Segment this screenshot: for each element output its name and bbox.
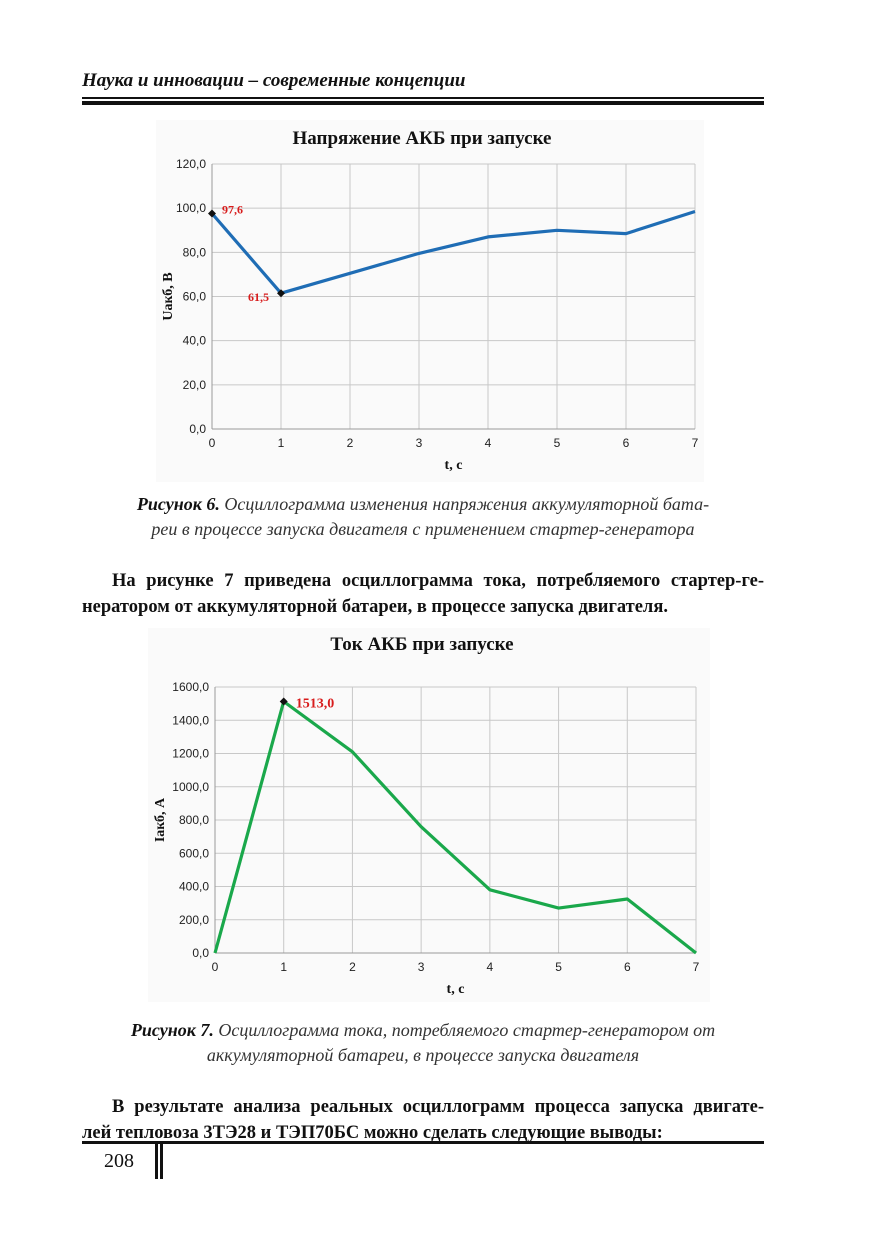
y-tick-label: 0,0 [192, 946, 209, 960]
current-chart: Ток АКБ при запуске 0,0 200,0 400,0 600,0 800… [148, 628, 710, 1002]
paragraph-1-line2: нератором от аккумуляторной батареи, в п… [82, 597, 668, 617]
voltage-chart-svg: Напряжение АКБ при запуске 0,0 20,0 40,0 60,… [161, 128, 699, 473]
x-tick-label: 7 [693, 960, 700, 974]
header-rule-thick [82, 101, 764, 105]
x-tick-label: 0 [209, 436, 216, 450]
y-tick-label: 0,0 [189, 422, 206, 436]
figure-6-caption: Рисунок 6. Осциллограмма изменения напря… [82, 492, 764, 542]
x-tick-label: 1 [280, 960, 287, 974]
y-tick-label: 80,0 [183, 245, 207, 259]
paragraph-2-line1: В результате анализа реальных осциллогра… [112, 1097, 764, 1117]
x-tick-label: 4 [487, 960, 494, 974]
header-rule-thin [82, 97, 764, 99]
running-head: Наука и инновации – современные концепци… [82, 70, 466, 91]
chart-title: Ток АКБ при запуске [330, 634, 513, 655]
paragraph-2-line2: лей тепловоза 3ТЭ28 и ТЭП70БС можно сдел… [82, 1123, 663, 1143]
y-tick-label: 40,0 [183, 334, 207, 348]
data-point-marker [277, 289, 285, 298]
voltage-chart: Напряжение АКБ при запуске 0,0 20,0 40,0 60,… [156, 120, 704, 482]
data-point-marker [208, 209, 216, 218]
x-tick-label: 3 [418, 960, 425, 974]
figure-6-label: Рисунок 6. [136, 494, 220, 514]
footer-bar-left [155, 1143, 158, 1179]
figure-7-text-line1: Осциллограмма тока, потребляемого старте… [213, 1020, 716, 1040]
x-tick-label: 6 [623, 436, 630, 450]
figure-7-label: Рисунок 7. [130, 1020, 214, 1040]
y-tick-label: 1400,0 [172, 713, 209, 727]
x-tick-label: 7 [692, 436, 699, 450]
x-axis-label: t, c [445, 458, 463, 473]
x-axis-label: t, c [447, 982, 465, 997]
y-tick-label: 600,0 [179, 846, 209, 860]
chart-title: Напряжение АКБ при запуске [293, 128, 552, 149]
data-label: 97,6 [222, 202, 243, 216]
paragraph-figure-7-intro: На рисунке 7 приведена осциллограмма ток… [82, 568, 764, 620]
y-tick-label: 800,0 [179, 813, 209, 827]
y-tick-label: 100,0 [176, 201, 206, 215]
x-tick-label: 5 [554, 436, 561, 450]
y-tick-label: 20,0 [183, 378, 207, 392]
x-tick-label: 2 [347, 436, 354, 450]
footer-bar-right [160, 1143, 163, 1179]
series-line [210, 209, 696, 295]
footer-rule [82, 1141, 764, 1144]
data-label: 1513,0 [296, 696, 335, 711]
figure-6-text-line1: Осциллограмма изменения напряжения аккум… [219, 494, 710, 514]
current-chart-svg: Ток АКБ при запуске 0,0 200,0 400,0 600,0 800… [153, 634, 700, 997]
x-tick-label: 5 [555, 960, 562, 974]
x-tick-label: 1 [278, 436, 285, 450]
y-axis-label: Uакб, В [161, 272, 176, 320]
y-tick-label: 1000,0 [172, 780, 209, 794]
paragraph-1-line1: На рисунке 7 приведена осциллограмма ток… [112, 571, 764, 591]
x-tick-label: 2 [349, 960, 356, 974]
series-line [213, 699, 697, 955]
figure-7-text-line2: аккумуляторной батареи, в процессе запус… [206, 1045, 640, 1065]
x-tick-label: 4 [485, 436, 492, 450]
y-tick-label: 1600,0 [172, 680, 209, 694]
page-number: 208 [104, 1150, 134, 1172]
figure-7-caption: Рисунок 7. Осциллограмма тока, потребляе… [82, 1018, 764, 1068]
data-label: 61,5 [248, 290, 269, 304]
y-tick-label: 120,0 [176, 157, 206, 171]
paragraph-conclusions: В результате анализа реальных осциллогра… [82, 1094, 764, 1146]
y-tick-label: 400,0 [179, 880, 209, 894]
y-tick-label: 60,0 [183, 290, 207, 304]
y-tick-label: 1200,0 [172, 747, 209, 761]
x-tick-label: 3 [416, 436, 423, 450]
data-point-marker [279, 697, 288, 706]
x-tick-label: 0 [212, 960, 219, 974]
y-axis-label: Iакб, А [153, 797, 168, 842]
y-tick-label: 200,0 [179, 913, 209, 927]
figure-6-text-line2: реи в процессе запуска двигателя с приме… [151, 519, 695, 539]
x-tick-label: 6 [624, 960, 631, 974]
